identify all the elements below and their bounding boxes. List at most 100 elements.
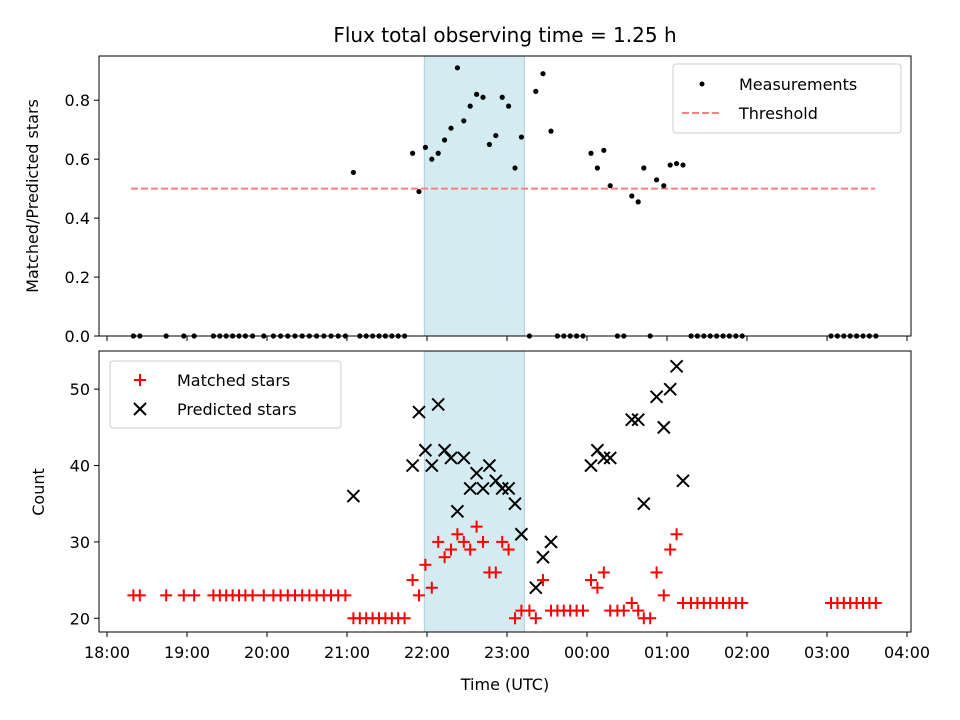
matched-star-point: [502, 543, 515, 556]
matched-star-point: [477, 535, 489, 548]
top-legend-box: [672, 63, 902, 134]
matched-star-point: [413, 589, 425, 602]
measurement-point: [540, 71, 546, 77]
matched-star-point: [585, 574, 597, 587]
measurement-point: [493, 132, 499, 139]
matched-star-point: [470, 520, 483, 533]
predicted-star-point: [412, 405, 426, 419]
measurement-point: [548, 128, 554, 134]
predicted-star-point: [676, 474, 690, 488]
measurement-point: [674, 160, 680, 167]
predicted-star-point: [514, 527, 529, 541]
matched-star-point: [246, 589, 259, 602]
y-tick-label: 0.6: [65, 150, 90, 169]
x-tick-label: 19:00: [164, 643, 210, 662]
predicted-star-point: [431, 397, 445, 412]
measurement-point: [442, 137, 448, 143]
matched-star-point: [509, 612, 521, 625]
legend-measurements-marker: [699, 81, 705, 87]
measurement-point: [454, 65, 460, 71]
predicted-star-point: [405, 458, 420, 473]
matched-star-point: [398, 612, 411, 625]
predicted-star-point: [346, 489, 361, 503]
predicted-star-point: [625, 413, 639, 427]
bottom-x-ticks: 18:00 19:00 20:00 21:00 22:00 23:00 00:00 01:00…: [84, 632, 930, 662]
predicted-star-point: [501, 481, 516, 496]
y-tick-label: 0.0: [65, 327, 90, 346]
top-axes-frame: [98, 55, 912, 337]
measurement-point: [499, 94, 505, 100]
predicted-star-point: [597, 451, 611, 465]
legend-matched-marker: [134, 374, 146, 386]
y-tick-label: 0.2: [65, 268, 90, 287]
bottom-y-axis-label: Count: [29, 468, 48, 516]
matched-star-point: [644, 612, 657, 625]
matched-star-point: [632, 604, 645, 617]
y-tick-label: 0.8: [65, 91, 90, 110]
measurement-point: [518, 134, 525, 140]
legend-predicted-label: Predicted stars: [177, 400, 297, 419]
measurement-point: [461, 118, 467, 124]
predicted-star-point: [544, 535, 558, 549]
matched-star-point: [160, 589, 173, 602]
predicted-star-point: [444, 451, 458, 465]
y-tick-label: 50: [70, 380, 90, 399]
matched-star-point: [177, 589, 190, 602]
y-tick-label: 30: [70, 533, 90, 552]
predicted-star-point: [418, 443, 433, 457]
measurement-point: [480, 94, 486, 100]
matched-star-point: [496, 535, 509, 548]
measurement-point: [594, 165, 601, 171]
matched-star-point: [457, 535, 470, 548]
matched-star-points: [127, 520, 882, 625]
predicted-star-point: [637, 497, 651, 511]
measurement-point: [474, 91, 480, 97]
measurement-point: [486, 141, 492, 148]
measurement-point: [680, 162, 686, 168]
matched-star-point: [537, 574, 549, 587]
matched-star-point: [419, 558, 432, 571]
measurement-point: [607, 183, 613, 189]
matched-star-point: [529, 612, 542, 625]
x-tick-label: 01:00: [644, 643, 690, 662]
x-tick-label: 04:00: [884, 643, 930, 662]
predicted-star-point: [631, 413, 645, 427]
matched-star-point: [869, 596, 882, 609]
predicted-star-point: [603, 451, 617, 465]
x-tick-label: 21:00: [324, 643, 370, 662]
y-tick-label: 40: [70, 457, 90, 476]
chart-title: Flux total observing time = 1.25 h: [333, 23, 676, 47]
measurement-point: [416, 188, 422, 195]
matched-star-point: [664, 543, 677, 556]
predicted-star-point: [476, 481, 490, 496]
top-highlight-span: [423, 55, 525, 337]
legend-matched-label: Matched stars: [177, 371, 290, 390]
measurement-point: [410, 150, 416, 156]
predicted-star-points: [346, 359, 690, 595]
matched-star-point: [523, 604, 536, 617]
matched-star-point: [406, 574, 419, 587]
predicted-star-point: [495, 481, 509, 496]
matched-star-point: [670, 528, 683, 541]
measurement-point: [601, 147, 607, 153]
top-panel: 0.00.20.40.60.8 Matched/Predicted stars …: [23, 55, 912, 346]
measurement-point: [506, 103, 512, 109]
top-y-ticks: 0.0 0.2 0.4 0.6 0.8: [65, 91, 99, 346]
matched-star-point: [133, 589, 146, 602]
predicted-star-point: [482, 458, 497, 473]
matched-star-point: [597, 566, 610, 579]
predicted-star-point: [669, 359, 684, 373]
legend-predicted-marker: [133, 402, 147, 416]
measurement-point: [350, 169, 356, 176]
bottom-y-ticks: 20 30 40 50: [70, 380, 99, 628]
bottom-legend-box: [109, 360, 342, 429]
y-tick-label: 20: [70, 609, 90, 628]
x-tick-label: 23:00: [484, 643, 530, 662]
matched-star-point: [188, 589, 201, 602]
x-tick-label: 03:00: [804, 643, 850, 662]
measurement-point: [654, 177, 660, 183]
matched-star-point: [425, 581, 438, 594]
bottom-axes-frame: [98, 350, 912, 633]
predicted-star-point: [463, 481, 477, 496]
